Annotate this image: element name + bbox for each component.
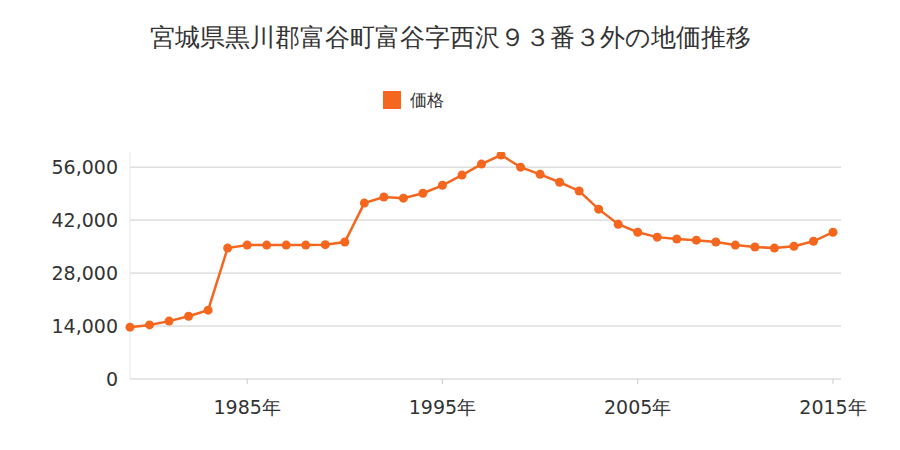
point xyxy=(243,241,252,250)
point xyxy=(457,171,466,180)
point xyxy=(614,220,623,229)
y-tick-label: 14,000 xyxy=(52,315,118,337)
point xyxy=(477,160,486,169)
point xyxy=(399,194,408,203)
x-tick xyxy=(442,379,443,384)
point xyxy=(418,189,427,198)
point xyxy=(301,241,310,250)
grid-line xyxy=(130,167,841,168)
point xyxy=(711,238,720,247)
x-tick-label: 1995年 xyxy=(409,396,476,418)
point xyxy=(789,242,798,251)
point xyxy=(692,236,701,245)
point xyxy=(204,306,213,315)
x-tick-label: 1985年 xyxy=(213,396,280,418)
point xyxy=(633,228,642,237)
point xyxy=(360,199,369,208)
y-axis-line xyxy=(130,152,131,379)
point xyxy=(321,240,330,249)
point xyxy=(536,170,545,179)
x-tick-label: 2015年 xyxy=(799,396,866,418)
point xyxy=(555,178,564,187)
point xyxy=(497,152,506,160)
point xyxy=(731,241,740,250)
point xyxy=(165,317,174,326)
x-tick xyxy=(247,379,248,384)
x-tick xyxy=(637,379,638,384)
point xyxy=(438,181,447,190)
y-tick-label: 0 xyxy=(106,368,118,390)
line xyxy=(130,155,833,327)
y-tick-label: 56,000 xyxy=(52,156,118,178)
point xyxy=(282,241,291,250)
point xyxy=(145,320,154,329)
point xyxy=(223,244,232,253)
y-tick-label: 28,000 xyxy=(52,262,118,284)
point xyxy=(379,193,388,202)
x-tick-label: 2005年 xyxy=(604,396,671,418)
grid-line xyxy=(130,326,841,327)
point xyxy=(340,238,349,247)
point xyxy=(516,163,525,172)
grid-line xyxy=(130,220,841,221)
chart-svg: 宮城県黒川郡富谷町富谷字西沢９３番３外の地価推移価格 0 14,000 28,000 4… xyxy=(0,0,900,450)
point xyxy=(750,242,759,251)
title: 宮城県黒川郡富谷町富谷字西沢９３番３外の地価推移 xyxy=(150,23,751,52)
plot-area xyxy=(126,152,838,332)
point xyxy=(653,233,662,242)
grid-line xyxy=(130,379,841,380)
x-tick xyxy=(833,379,834,384)
point xyxy=(575,186,584,195)
point xyxy=(184,312,193,321)
point xyxy=(770,244,779,253)
legend-swatch xyxy=(383,91,401,109)
legend-label: 価格 xyxy=(410,90,444,110)
point xyxy=(809,237,818,246)
grid-line xyxy=(130,273,841,274)
chart-container: 宮城県黒川郡富谷町富谷字西沢９３番３外の地価推移価格 0 14,000 28,000 4… xyxy=(0,0,900,450)
point xyxy=(126,323,135,332)
point xyxy=(594,205,603,214)
point xyxy=(672,235,681,244)
y-tick-label: 42,000 xyxy=(52,209,118,231)
point xyxy=(262,241,271,250)
point xyxy=(829,228,838,237)
